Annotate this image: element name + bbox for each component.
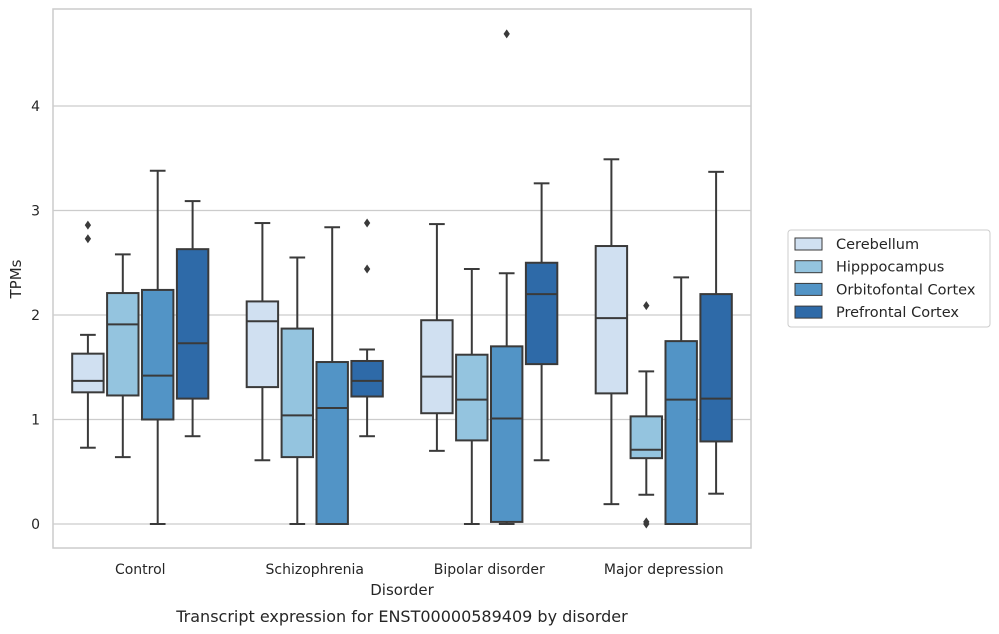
legend-swatch: [794, 305, 823, 319]
outlier-point: [503, 29, 510, 39]
boxes: [71, 29, 733, 529]
x-tick-label: Control: [115, 562, 166, 578]
outlier-point: [643, 301, 650, 311]
outlier-point: [363, 264, 371, 274]
box-group: [594, 158, 629, 506]
y-tick-label: 0: [31, 517, 40, 533]
box-group: [280, 256, 315, 525]
plot-area-frame: [52, 8, 752, 549]
x-tick-label: Schizophrenia: [266, 562, 364, 578]
legend-label: Hipppocampus: [836, 260, 944, 276]
box-group: [524, 182, 559, 462]
box-group: [489, 29, 524, 525]
box: [699, 293, 733, 443]
outlier-point: [363, 218, 371, 228]
legend-label: Orbitofontal Cortex: [836, 282, 976, 298]
legend-swatch: [794, 260, 823, 274]
x-tick-label: Major depression: [604, 562, 724, 578]
box: [315, 361, 349, 525]
x-tick-label: Bipolar disorder: [434, 562, 545, 578]
y-tick-label: 1: [31, 413, 40, 429]
y-tick-label: 4: [31, 99, 40, 115]
box-group: [245, 222, 280, 462]
y-tick-labels: 0 1 2 3 4: [31, 99, 40, 533]
box-group: [455, 268, 489, 525]
y-tick-label: 3: [31, 204, 40, 220]
y-tick-label: 2: [31, 308, 40, 324]
box-group: [71, 220, 105, 449]
outlier-point: [84, 234, 92, 244]
box: [629, 415, 664, 460]
box: [245, 300, 280, 389]
legend-frame: [787, 229, 991, 328]
box-group: [350, 218, 384, 438]
box-group: [106, 253, 140, 459]
legend-swatch: [794, 237, 823, 251]
chart-caption: Transcript expression for ENST0000058940…: [175, 607, 628, 626]
legend-label: Prefrontal Cortex: [836, 305, 959, 321]
legend: Cerebellum Hipppocampus Orbitofontal Corte…: [787, 229, 991, 328]
box: [664, 340, 698, 525]
box: [106, 292, 140, 397]
outlier-point: [643, 517, 650, 527]
box: [350, 359, 384, 398]
box-group: [420, 223, 454, 452]
y-axis-label: TPMs: [7, 259, 25, 299]
box: [594, 245, 629, 395]
box: [280, 327, 315, 459]
box-group: [699, 170, 733, 495]
box: [175, 248, 210, 400]
legend-swatch: [794, 282, 823, 296]
box: [489, 345, 524, 523]
box-group: [315, 226, 349, 525]
box-group: [629, 301, 664, 529]
box-group: [175, 200, 210, 438]
legend-label: Cerebellum: [836, 237, 919, 253]
box: [420, 319, 454, 415]
box: [524, 261, 559, 366]
box: [140, 288, 175, 421]
x-tick-labels: Control Schizophrenia Bipolar disorder Majo…: [115, 562, 724, 578]
box: [71, 352, 105, 394]
x-axis-label: Disorder: [370, 581, 434, 599]
box-group: [140, 169, 175, 525]
box: [455, 353, 489, 442]
outlier-point: [84, 220, 92, 230]
box-group: [664, 276, 698, 525]
